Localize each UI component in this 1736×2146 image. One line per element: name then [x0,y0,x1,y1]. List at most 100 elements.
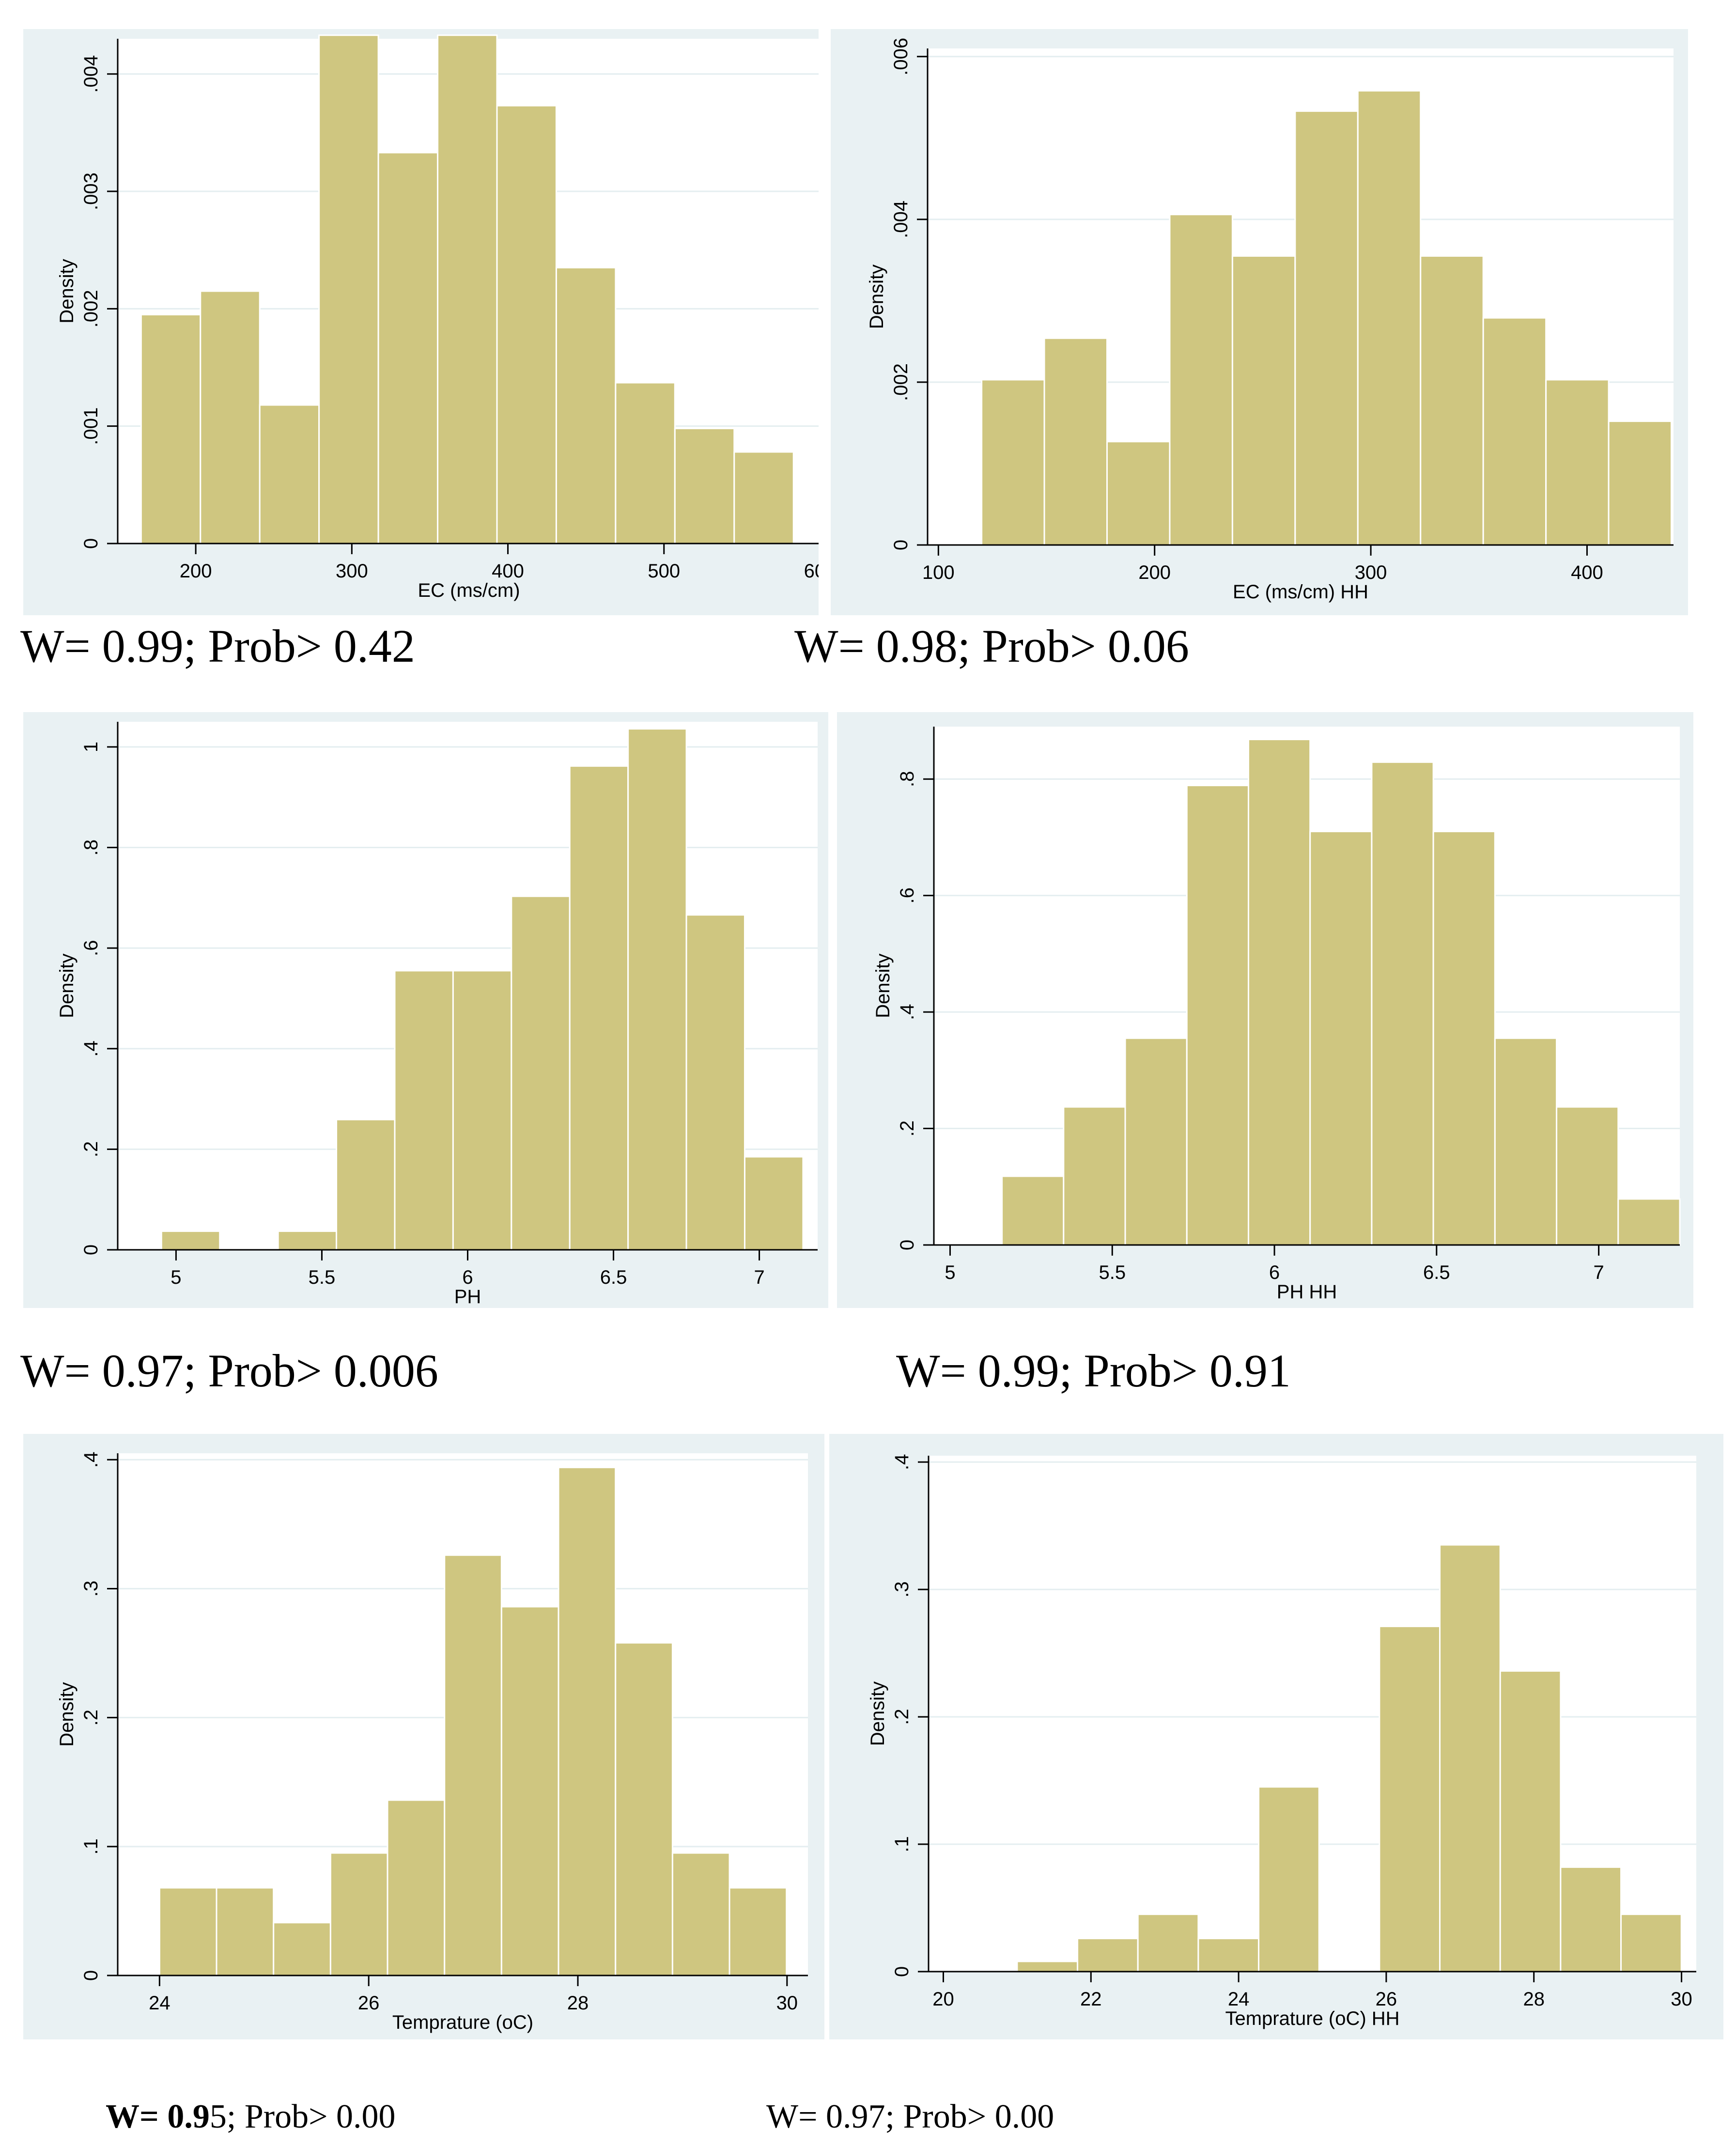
histogram-bar [377,152,439,544]
histogram-bar [1432,830,1496,1246]
histogram-bar [336,1119,396,1251]
x-tick-label: 7 [1593,1262,1604,1283]
histogram-bar [1560,1866,1622,1973]
caption-ph: W= 0.97; Prob> 0.006 [20,1345,438,1397]
x-tick-label: 24 [149,1992,170,2014]
y-tick-label: .002 [890,363,912,401]
histogram-temperature: 0 .1 .2 .3 .4 24 26 28 30 Temprature (oC) Density [23,1434,824,2039]
y-tick-label: 0 [890,540,912,550]
caption-ph-hh: W= 0.99; Prob> 0.91 [896,1345,1291,1397]
histogram-bar [685,914,745,1251]
histogram-bar [627,728,687,1251]
y-tick-label: .001 [80,407,102,445]
histogram-ph: 0 .2 .4 .6 .8 1 5 5.5 6 6.5 7 PH Density [23,712,828,1308]
y-axis-label: Density [56,259,78,323]
x-tick-label: 24 [1228,1989,1250,2010]
histogram-bar [273,1922,331,1976]
histogram-bar [1106,441,1171,546]
x-axis-label: EC (ms/cm) HH [1233,581,1368,603]
x-tick-label: 500 [648,560,680,582]
y-tick-label: .004 [890,201,912,238]
y-axis-label: Density [866,264,887,329]
histogram-bar [511,895,571,1251]
y-axis-label: Density [872,953,894,1018]
histogram-bar [671,1852,730,1976]
histogram-bar [744,1156,804,1251]
y-tick-label: .4 [80,1041,102,1057]
histogram-bar [981,379,1045,546]
y-tick-label: 0 [80,1970,102,1981]
histogram-bar [277,1230,338,1251]
y-tick-label: .1 [80,1838,102,1854]
histogram-bar [1420,255,1484,546]
y-tick-label: .6 [897,887,918,903]
x-tick-label: 6 [1269,1262,1280,1283]
x-tick-label: 26 [358,1992,380,2014]
histogram-bar [569,765,629,1251]
chart-svg: 0 .2 .4 .6 .8 5 5.5 6 6.5 7 PH HH Density [872,727,1681,1303]
histogram-bar [1124,1037,1188,1246]
histogram-ec: 0 .001 .002 .003 .004 200 300 400 500 600 EC (ms/c… [23,29,819,615]
x-tick-label: 6.5 [1423,1262,1450,1283]
x-tick-label: 400 [492,560,524,582]
y-tick-label: 0 [897,1240,918,1250]
histogram-bar [1169,214,1233,546]
x-tick-label: 5 [170,1267,181,1288]
histogram-bar [1499,1670,1562,1973]
y-tick-label: .6 [80,940,102,956]
histogram-bar [1258,1786,1320,1973]
histogram-bar [1494,1037,1558,1246]
x-tick-label: 22 [1080,1989,1102,2010]
histogram-bar [1077,1938,1139,1973]
x-tick-label: 20 [932,1989,954,2010]
histogram-bar [452,970,512,1251]
chart-svg: 0 .2 .4 .6 .8 1 5 5.5 6 6.5 7 PH Density [56,722,818,1307]
chart-svg: 0 .1 .2 .3 .4 24 26 28 30 Temprature (oC) Density [56,1452,808,2033]
x-tick-label: 300 [1355,562,1387,583]
histogram-bar [1063,1106,1126,1246]
histogram-bar [615,382,676,544]
y-tick-label: 0 [80,1244,102,1255]
histogram-bar [1001,1175,1065,1246]
histogram-bar [1137,1913,1199,1973]
x-tick-label: 26 [1376,1989,1397,2010]
chart-svg: 0 .002 .004 .006 100 200 300 400 EC (ms/cm) HH De… [866,38,1674,603]
y-tick-label: .003 [80,172,102,210]
histogram-ec-hh: 0 .002 .004 .006 100 200 300 400 EC (ms/cm) HH De… [831,29,1688,615]
y-axis-label: Density [56,953,78,1018]
histogram-bar [1309,830,1373,1246]
histogram-bar [1379,1625,1441,1973]
y-axis-label: Density [56,1682,78,1746]
histogram-bar [437,34,498,544]
histogram-bar [1608,420,1673,546]
x-axis-label: Temprature (oC) [392,2012,533,2033]
y-tick-label: .2 [897,1120,918,1136]
x-tick-label: 200 [1138,562,1171,583]
x-tick-label: 6 [462,1267,473,1288]
histogram-bar [387,1799,446,1976]
y-tick-label: .4 [80,1452,102,1468]
histogram-bar [733,451,794,544]
histogram-bar [1197,1938,1260,1973]
histogram-bar [1247,738,1311,1246]
x-axis-label: Temprature (oC) HH [1225,2008,1399,2029]
y-tick-label: 1 [80,742,102,752]
histogram-bar [259,404,320,544]
y-tick-label: .2 [80,1710,102,1726]
y-tick-label: .3 [891,1581,913,1597]
histogram-bar [500,1606,559,1976]
y-tick-label: .8 [80,840,102,855]
y-tick-label: .4 [891,1454,913,1470]
x-tick-label: 7 [754,1267,764,1288]
x-axis-label: PH HH [1277,1281,1337,1303]
histogram-bar [1439,1544,1501,1973]
chart-svg: 0 .1 .2 .3 .4 20 22 24 26 28 30 Temprature (oC) HH D… [867,1454,1696,2029]
histogram-bar [615,1642,673,1976]
caption-ec-hh: W= 0.98; Prob> 0.06 [794,620,1189,672]
histogram-bar [1231,255,1296,546]
caption-ec: W= 0.99; Prob> 0.42 [20,620,415,672]
x-tick-label: 5 [945,1262,955,1283]
histogram-bar [555,267,617,544]
x-tick-label: 100 [922,562,955,583]
histogram-bar [1482,317,1547,546]
